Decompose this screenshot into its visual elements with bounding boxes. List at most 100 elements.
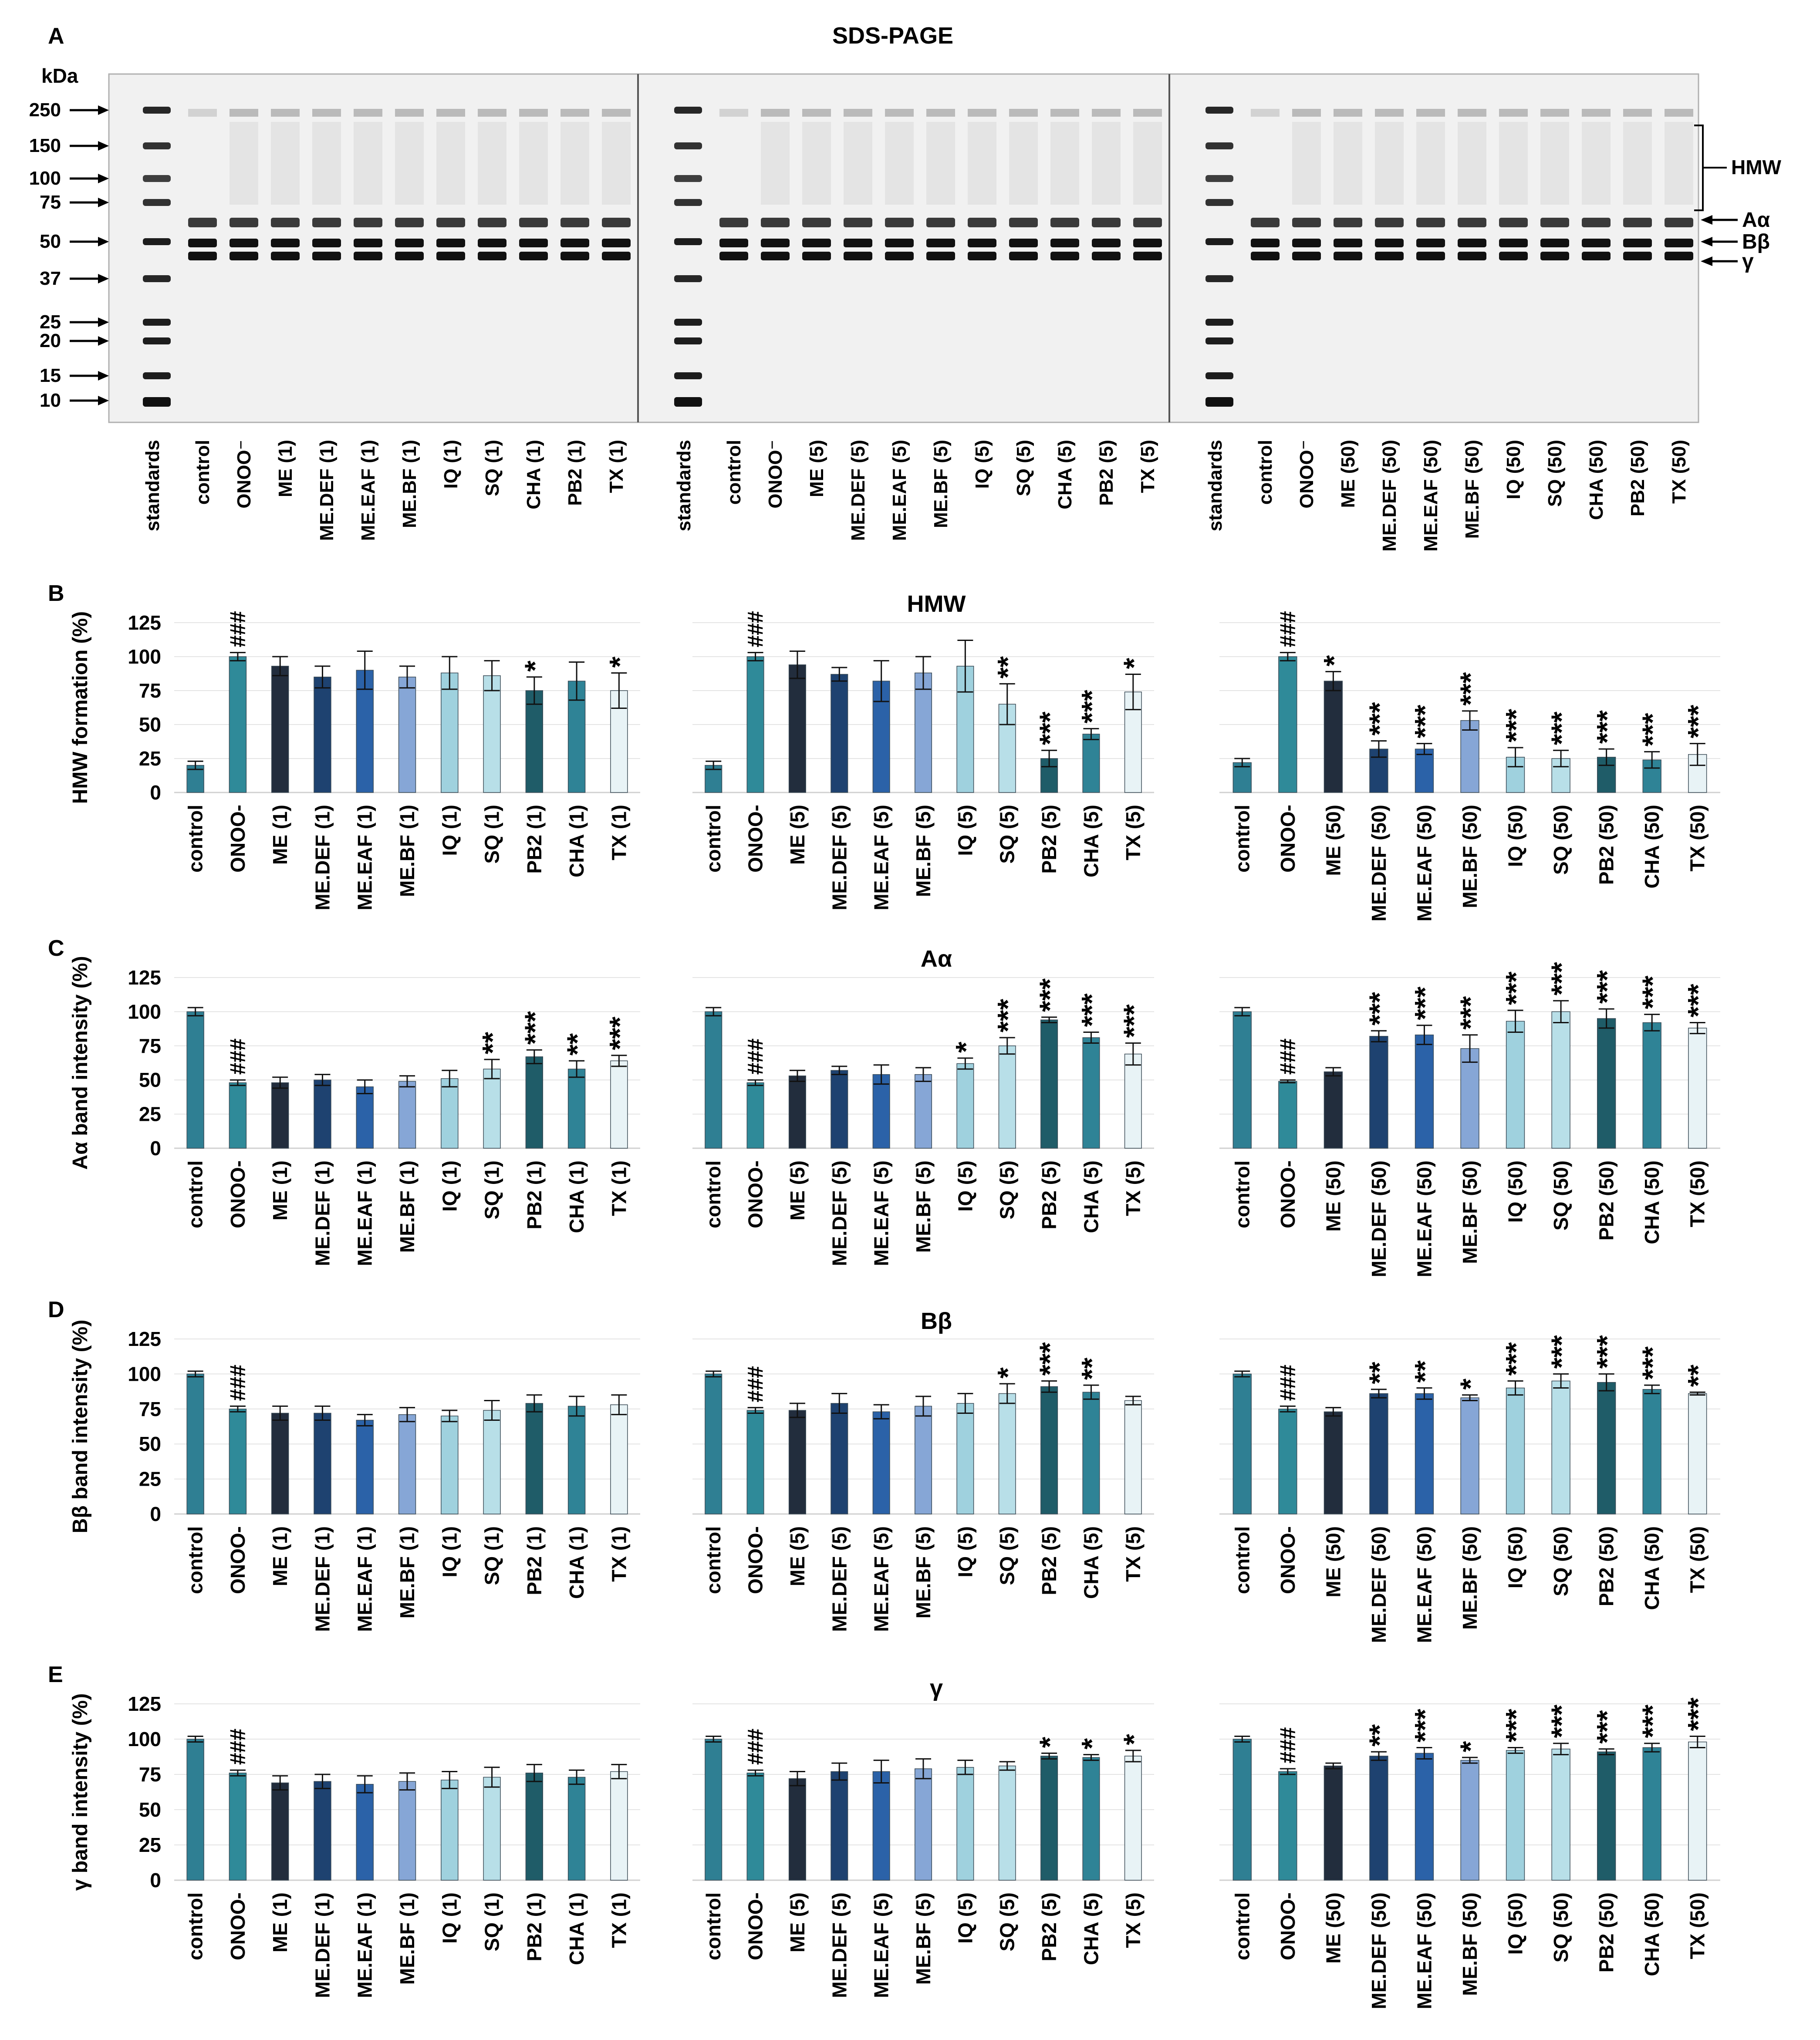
band-label-a-alpha: Aα <box>1742 209 1770 232</box>
gel-band-a-alpha <box>1582 218 1611 227</box>
gel-lane-label: TX (50) <box>1668 440 1690 504</box>
y-tick-label: 25 <box>139 1468 161 1490</box>
gel-band-top <box>602 109 631 117</box>
x-tick-label: TX (50) <box>1686 805 1709 871</box>
marker-arrowhead <box>98 317 109 327</box>
marker-band <box>674 397 702 407</box>
marker-arrowhead <box>98 336 109 346</box>
marker-arrowhead <box>98 274 109 283</box>
gel-band-top <box>230 109 258 117</box>
gel-band-top <box>802 109 831 117</box>
bar <box>398 677 416 793</box>
x-tick-label: ONOO- <box>1276 1160 1299 1228</box>
bar <box>788 1778 806 1881</box>
significance-mark: *** <box>1033 1342 1066 1376</box>
bar <box>1232 1373 1252 1514</box>
gel-smear <box>1665 122 1693 205</box>
x-tick-label: ME.EAF (1) <box>354 1526 376 1632</box>
bar <box>831 674 848 793</box>
significance-mark: * <box>1075 1738 1108 1750</box>
gel-band-gamma <box>1133 252 1162 260</box>
significance-mark: ### <box>1276 1365 1300 1401</box>
x-tick-label: CHA (1) <box>565 1160 588 1233</box>
x-tick-label: ME.DEF (5) <box>828 1892 851 1998</box>
gel-smear <box>1092 122 1121 205</box>
panel-letter-a: A <box>48 24 64 49</box>
bar <box>746 1410 764 1514</box>
gel-lane-label: ME.EAF (50) <box>1420 440 1442 552</box>
x-tick-label: PB2 (50) <box>1595 1892 1618 1973</box>
gel-lane-label: ME (50) <box>1337 440 1359 508</box>
gel-band-a-alpha <box>395 218 424 227</box>
gel-lane-label: ME.EAF (5) <box>889 440 910 541</box>
y-tick-label: 50 <box>139 1798 161 1821</box>
bar-group: control ### ONOO- ME (50) *** ME.DEF (50) *** M… <box>1219 962 1720 1277</box>
significance-mark: *** <box>519 1011 551 1045</box>
bar <box>1460 720 1479 793</box>
bar <box>872 1771 890 1881</box>
gel-band-b-beta <box>436 239 465 247</box>
bar <box>1324 1765 1343 1881</box>
x-tick-label: CHA (5) <box>1080 1892 1102 1965</box>
x-tick-label: ME.BF (1) <box>396 1892 419 1985</box>
bar-group: control ### ONOO- ME (1) ME.DEF (1) ME.EAF (1… <box>174 611 640 910</box>
gel-smear <box>761 122 790 205</box>
x-tick-label: ME.DEF (1) <box>311 805 334 910</box>
x-tick-label: SQ (5) <box>996 1160 1019 1219</box>
gel-band-a-alpha <box>719 218 748 227</box>
gel-smear <box>1623 122 1652 205</box>
gel-band-top <box>1334 109 1362 117</box>
gel-band-b-beta <box>761 239 790 247</box>
x-tick-label: ME.BF (50) <box>1459 1892 1481 1996</box>
significance-mark: *** <box>1636 975 1668 1009</box>
marker-arrowhead <box>98 141 109 151</box>
significance-mark: ** <box>1363 1724 1395 1747</box>
marker-band <box>674 107 702 114</box>
marker-arrowhead <box>98 237 109 246</box>
significance-mark: *** <box>1454 672 1486 705</box>
bar <box>1278 656 1297 793</box>
bar <box>705 1739 723 1881</box>
y-tick-label: 75 <box>139 1035 161 1057</box>
significance-mark: *** <box>1636 1346 1668 1380</box>
y-tick-label: 50 <box>139 1069 161 1091</box>
gel-band-b-beta <box>1416 239 1445 247</box>
chart-b: B HMW HMW formation (%) 125 100 75 50 25 0 contro… <box>48 581 1720 921</box>
marker-band <box>1205 397 1233 407</box>
x-tick-label: SQ (50) <box>1550 1892 1572 1962</box>
x-tick-label: ME.DEF (1) <box>311 1160 334 1266</box>
gel-band-top <box>1540 109 1569 117</box>
x-tick-label: control <box>702 1160 725 1228</box>
x-tick-label: control <box>1231 1892 1253 1960</box>
x-tick-label: ME.BF (5) <box>912 1892 935 1985</box>
bar <box>1278 1409 1297 1514</box>
gel-smear <box>478 122 506 205</box>
gel-band-b-beta <box>885 239 914 247</box>
panel-letter: D <box>48 1297 64 1322</box>
marker-arrowhead <box>98 396 109 405</box>
bar <box>1688 1028 1707 1149</box>
marker-band <box>674 142 702 149</box>
bar <box>441 672 459 793</box>
x-tick-label: ME.EAF (5) <box>870 1892 893 1998</box>
bar <box>525 1056 544 1149</box>
gel-band-a-alpha <box>602 218 631 227</box>
marker-band <box>1205 319 1233 326</box>
marker-band <box>143 199 171 206</box>
x-tick-label: IQ (1) <box>438 805 461 856</box>
x-tick-label: TX (50) <box>1686 1526 1709 1593</box>
band-label-hmw: HMW <box>1731 156 1782 179</box>
x-tick-label: CHA (5) <box>1080 805 1102 877</box>
significance-mark: *** <box>1545 1335 1577 1369</box>
y-tick-label: 25 <box>139 747 161 770</box>
significance-mark: ** <box>476 1032 509 1054</box>
significance-mark: ** <box>1408 1360 1441 1383</box>
bar <box>314 1079 331 1149</box>
x-tick-label: control <box>1231 1160 1253 1228</box>
x-tick-label: ME (1) <box>269 1160 291 1221</box>
gel-band-top <box>1133 109 1162 117</box>
x-tick-label: IQ (50) <box>1504 1892 1527 1955</box>
significance-mark: *** <box>1500 1709 1532 1742</box>
x-tick-label: ME.EAF (1) <box>354 1892 376 1998</box>
x-tick-label: ONOO- <box>1276 805 1299 873</box>
